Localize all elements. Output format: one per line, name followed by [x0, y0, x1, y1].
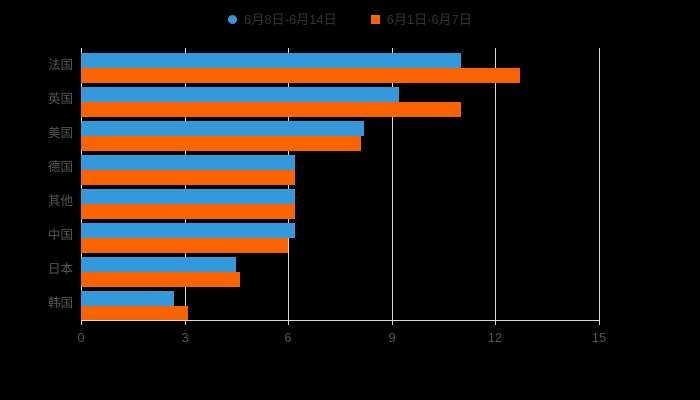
- legend-item-series-a[interactable]: 6月8日-6月14日: [228, 11, 337, 27]
- y-axis-label-0: 法国: [47, 58, 73, 72]
- legend-label-series-a: 6月8日-6月14日: [244, 11, 337, 27]
- bar-series-b-3[interactable]: [81, 170, 295, 185]
- bar-series-b-6[interactable]: [81, 272, 240, 287]
- x-axis-line: [81, 320, 600, 321]
- legend-label-series-b: 6月1日-6月7日: [386, 11, 472, 27]
- bar-series-a-4[interactable]: [81, 189, 295, 204]
- y-axis-label-7: 韩国: [47, 296, 73, 310]
- x-axis-tick-label-1: 3: [181, 330, 189, 345]
- y-axis-label-4: 其他: [47, 194, 73, 208]
- bar-series-a-3[interactable]: [81, 155, 295, 170]
- legend-square-marker-icon: [370, 14, 380, 24]
- bar-group-7: [81, 291, 599, 321]
- legend-circle-marker-icon: [228, 14, 238, 24]
- gridline-12: [495, 48, 496, 320]
- bar-group-5: [81, 223, 599, 253]
- x-tick-mark-4: [495, 320, 496, 325]
- x-axis-tick-label-5: 15: [591, 330, 607, 345]
- bar-series-a-0[interactable]: [81, 53, 461, 68]
- y-axis-label-1: 英国: [47, 92, 73, 106]
- bar-group-0: [81, 53, 599, 83]
- bar-series-b-1[interactable]: [81, 102, 461, 117]
- x-tick-mark-0: [81, 320, 82, 325]
- bar-series-a-2[interactable]: [81, 121, 364, 136]
- x-axis-tick-label-2: 6: [284, 330, 292, 345]
- bar-group-1: [81, 87, 599, 117]
- bar-group-2: [81, 121, 599, 151]
- y-axis-label-3: 德国: [47, 160, 73, 174]
- bar-series-a-6[interactable]: [81, 257, 236, 272]
- gridline-9: [392, 48, 393, 320]
- y-axis-label-5: 中国: [47, 228, 73, 242]
- x-tick-mark-1: [185, 320, 186, 325]
- x-axis-tick-label-3: 9: [388, 330, 396, 345]
- x-axis-tick-label-0: 0: [77, 330, 85, 345]
- bar-series-b-7[interactable]: [81, 306, 188, 321]
- plot-area: [81, 48, 600, 321]
- chart-legend: 6月8日-6月14日 6月1日-6月7日: [0, 8, 700, 30]
- bar-series-b-2[interactable]: [81, 136, 361, 151]
- bar-series-a-5[interactable]: [81, 223, 295, 238]
- x-tick-mark-2: [288, 320, 289, 325]
- bar-group-4: [81, 189, 599, 219]
- bar-series-b-0[interactable]: [81, 68, 520, 83]
- y-axis-label-6: 日本: [47, 262, 73, 276]
- bar-series-b-5[interactable]: [81, 238, 288, 253]
- x-tick-mark-5: [599, 320, 600, 325]
- x-axis-tick-label-4: 12: [487, 330, 503, 345]
- y-axis-label-2: 美国: [47, 126, 73, 140]
- legend-item-series-b[interactable]: 6月1日-6月7日: [370, 11, 472, 27]
- bar-group-3: [81, 155, 599, 185]
- bar-series-a-7[interactable]: [81, 291, 174, 306]
- bar-series-a-1[interactable]: [81, 87, 399, 102]
- bar-series-b-4[interactable]: [81, 204, 295, 219]
- bar-group-6: [81, 257, 599, 287]
- x-tick-mark-3: [392, 320, 393, 325]
- gridline-15: [599, 48, 600, 320]
- y-axis-category-labels: 法国 英国 美国 德国 其他 中国 日本 韩国: [0, 48, 73, 320]
